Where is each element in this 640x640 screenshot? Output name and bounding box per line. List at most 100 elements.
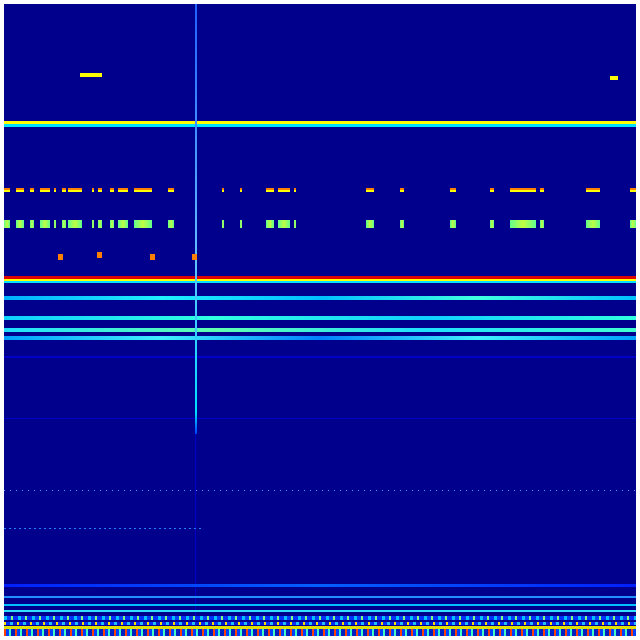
dash-yellow bbox=[168, 190, 174, 192]
dash-yellow bbox=[4, 190, 10, 192]
dash-green bbox=[54, 220, 56, 228]
dash-red bbox=[366, 188, 374, 190]
band-faint bbox=[4, 418, 636, 419]
blip bbox=[192, 254, 197, 260]
dash-green bbox=[540, 220, 544, 228]
dash-red bbox=[222, 188, 224, 190]
dash-yellow bbox=[68, 190, 82, 192]
dash-green bbox=[222, 220, 224, 228]
dash-green bbox=[630, 220, 636, 228]
dash-yellow bbox=[294, 190, 296, 192]
band-low bbox=[4, 596, 636, 598]
dash-red bbox=[54, 188, 56, 190]
vertical-line bbox=[195, 4, 197, 434]
dash-yellow bbox=[98, 190, 102, 192]
dash-green bbox=[134, 220, 152, 228]
dash-green bbox=[92, 220, 94, 228]
dash-green bbox=[294, 220, 296, 228]
band-yellow bbox=[4, 121, 636, 124]
dash-yellow bbox=[222, 190, 224, 192]
band-faint bbox=[4, 356, 636, 358]
dash-red bbox=[450, 188, 456, 190]
dash-yellow bbox=[92, 190, 94, 192]
dash-yellow bbox=[630, 190, 636, 192]
dash-green bbox=[4, 220, 10, 228]
dash-yellow bbox=[110, 190, 114, 192]
dash-green bbox=[510, 220, 536, 228]
dash-red bbox=[240, 188, 242, 190]
dash-yellow bbox=[54, 190, 56, 192]
band-cyan bbox=[4, 328, 636, 332]
dash-red bbox=[540, 188, 544, 190]
blip bbox=[58, 254, 63, 260]
dash-red bbox=[40, 188, 50, 190]
band-noise bbox=[4, 629, 636, 636]
band-low bbox=[4, 604, 636, 606]
dash-yellow bbox=[400, 190, 404, 192]
dash-green bbox=[16, 220, 24, 228]
dash-red bbox=[62, 188, 66, 190]
dash-yellow bbox=[40, 190, 50, 192]
band-cyan bbox=[4, 336, 636, 340]
dash-green bbox=[366, 220, 374, 228]
dash-yellow bbox=[266, 190, 274, 192]
band-cyan bbox=[4, 281, 636, 283]
blip bbox=[97, 252, 102, 258]
dash-red bbox=[110, 188, 114, 190]
dash-green bbox=[62, 220, 66, 228]
dash-green bbox=[168, 220, 174, 228]
dash-green bbox=[450, 220, 456, 228]
dash-red bbox=[68, 188, 82, 190]
dash-yellow bbox=[366, 190, 374, 192]
dash-green bbox=[110, 220, 114, 228]
band-yellow bbox=[4, 279, 636, 281]
dash-red bbox=[278, 188, 290, 190]
dash-red bbox=[168, 188, 174, 190]
dash-red bbox=[586, 188, 600, 190]
dash-green bbox=[30, 220, 34, 228]
dash-green bbox=[490, 220, 494, 228]
dash-green bbox=[40, 220, 50, 228]
dash-red bbox=[266, 188, 274, 190]
dotted-line bbox=[4, 528, 204, 529]
band-cyan bbox=[4, 316, 636, 320]
blip bbox=[150, 254, 155, 260]
dash-green bbox=[266, 220, 274, 228]
band-noise bbox=[4, 622, 636, 625]
dash-green bbox=[240, 220, 242, 228]
dash-red bbox=[490, 188, 494, 190]
dash-green bbox=[98, 220, 102, 228]
dash-yellow bbox=[16, 190, 24, 192]
blip bbox=[610, 76, 618, 80]
dash-red bbox=[294, 188, 296, 190]
dash-yellow bbox=[62, 190, 66, 192]
dash-green bbox=[586, 220, 600, 228]
vertical-line-faint bbox=[195, 434, 196, 634]
band-cyan bbox=[4, 296, 636, 300]
band-red bbox=[4, 276, 636, 279]
dash-red bbox=[118, 188, 128, 190]
dash-yellow bbox=[134, 190, 152, 192]
dotted-line bbox=[4, 490, 636, 491]
dash-red bbox=[98, 188, 102, 190]
dash-yellow bbox=[490, 190, 494, 192]
dash-red bbox=[30, 188, 34, 190]
dash-green bbox=[278, 220, 290, 228]
band-noise bbox=[4, 616, 636, 620]
dash-yellow bbox=[278, 190, 290, 192]
dash-yellow bbox=[450, 190, 456, 192]
spectrogram-canvas bbox=[4, 4, 636, 636]
dash-yellow bbox=[586, 190, 600, 192]
dash-red bbox=[134, 188, 152, 190]
dash-red bbox=[92, 188, 94, 190]
band-cyan bbox=[4, 124, 636, 127]
dash-red bbox=[510, 188, 536, 190]
dash-yellow bbox=[118, 190, 128, 192]
dash-yellow bbox=[510, 190, 536, 192]
dash-green bbox=[118, 220, 128, 228]
dash-yellow bbox=[30, 190, 34, 192]
blip bbox=[80, 73, 102, 77]
band-yellow bbox=[4, 626, 636, 629]
dash-red bbox=[630, 188, 636, 190]
